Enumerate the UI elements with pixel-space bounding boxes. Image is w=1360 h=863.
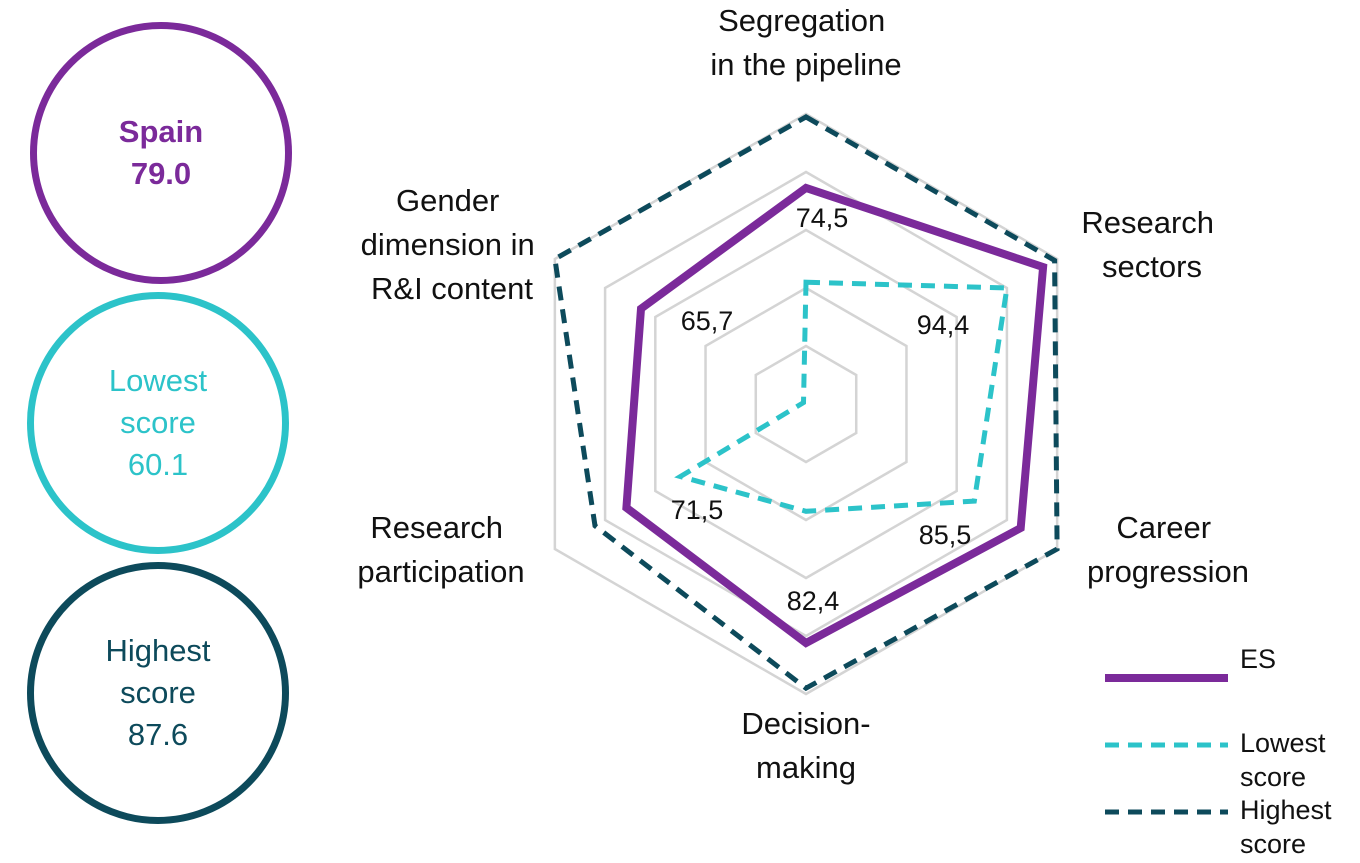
score-label: Highest score: [105, 633, 211, 711]
score-value: 60.1: [127, 446, 189, 482]
axis-label: Decision-making: [741, 706, 870, 785]
grid-ring: [704, 286, 908, 522]
data-label: 82,4: [787, 586, 840, 616]
data-label: 85,5: [919, 520, 972, 550]
axis-label: Research participation: [357, 510, 524, 589]
legend-label: ES: [1240, 644, 1276, 674]
axis-label: Segregation in the pipeline: [710, 3, 901, 82]
score-value: 87.6: [127, 716, 189, 752]
score-label: Spain: [118, 114, 204, 150]
grid-ring: [553, 112, 1059, 696]
data-label: 65,7: [681, 306, 734, 336]
axis-label: Research sectors: [1081, 205, 1222, 284]
legend-label: Lowest score: [1240, 728, 1333, 792]
legend-label: Highest score: [1240, 795, 1339, 859]
data-label: 71,5: [671, 495, 724, 525]
score-circle: Highest score 87.6: [27, 562, 289, 824]
score-value: 79.0: [130, 156, 192, 191]
data-label: 94,4: [917, 310, 970, 340]
axis-label: Gender dimension in R&I content: [361, 183, 544, 306]
score-circle: Spain 79.0: [30, 22, 292, 284]
grid-ring: [603, 170, 1009, 638]
grid-ring: [754, 344, 858, 464]
series-line: [674, 279, 1010, 514]
axis-label: Career progression: [1087, 510, 1249, 589]
series-line: [552, 114, 1060, 692]
score-label: Lowest score: [108, 363, 208, 441]
series-line: [622, 183, 1048, 648]
grid-ring: [654, 228, 958, 580]
data-label: 74,5: [796, 203, 849, 233]
score-circle: Lowest score 60.1: [27, 292, 289, 554]
